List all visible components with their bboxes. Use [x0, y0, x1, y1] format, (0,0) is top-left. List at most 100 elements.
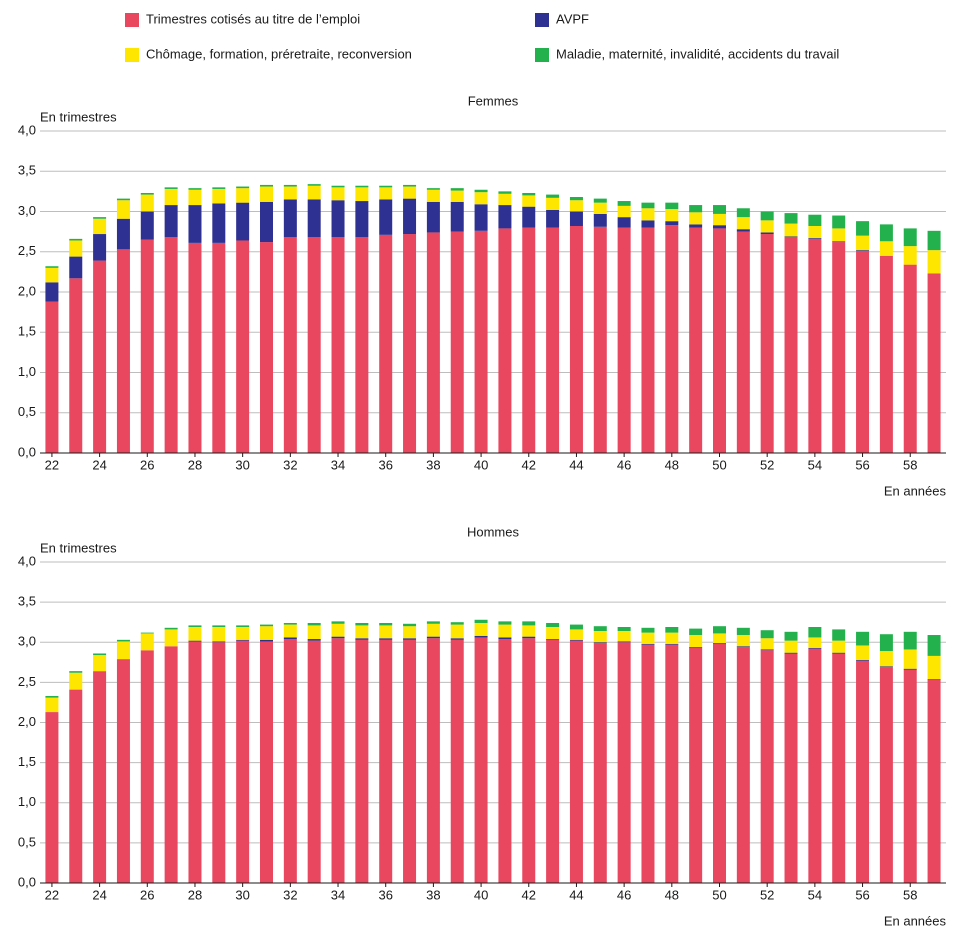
bar-segment: [522, 621, 536, 626]
bar-segment: [403, 186, 417, 199]
bar-segment: [450, 201, 464, 232]
bar-segment: [713, 205, 726, 214]
bar-segment: [546, 197, 560, 210]
bar-segment: [283, 622, 297, 625]
bar-segment: [260, 242, 273, 453]
bar-segment: [784, 631, 798, 641]
bar-segment: [760, 649, 774, 651]
bar-segment: [760, 630, 774, 639]
bar-segment: [713, 228, 726, 453]
bar-segment: [69, 256, 83, 279]
x-tick-label: 22: [45, 887, 59, 902]
bar-segment: [546, 627, 560, 640]
bar-segment: [450, 231, 464, 453]
bar-segment: [69, 278, 83, 453]
bar-segment: [522, 636, 536, 639]
bar-segment: [426, 201, 440, 233]
bar-segment: [689, 628, 703, 636]
bar-segment: [260, 641, 273, 883]
bar-segment: [307, 184, 321, 186]
bar-segment: [736, 208, 750, 218]
bar-segment: [426, 638, 440, 883]
bar-segment: [617, 642, 631, 883]
bar-segment: [498, 228, 512, 453]
x-tick-label: 26: [140, 457, 154, 472]
bar-segment: [450, 639, 464, 883]
bar-segment: [641, 220, 655, 228]
bar-segment: [856, 645, 870, 660]
y-tick-label: 2,5: [18, 674, 36, 689]
bar-segment: [45, 696, 59, 698]
bar-segment: [403, 639, 417, 883]
y-tick-label: 0,5: [18, 404, 36, 419]
bar-segment: [450, 624, 464, 639]
bar-segment: [498, 621, 512, 625]
bar-segment: [665, 632, 679, 644]
bar-segment: [522, 625, 536, 637]
x-tick-label: 46: [617, 457, 631, 472]
bar-segment: [307, 199, 321, 238]
bar-segment: [331, 185, 345, 188]
bar-segment: [713, 633, 726, 644]
bar-segment: [403, 184, 417, 187]
bar-segment: [665, 627, 679, 633]
y-axis-label: En trimestres: [40, 540, 117, 555]
bar-segment: [260, 184, 273, 187]
x-tick-label: 54: [808, 887, 822, 902]
bar-segment: [379, 639, 393, 883]
bar-segment: [569, 624, 583, 630]
y-tick-label: 1,0: [18, 794, 36, 809]
bar-segment: [641, 227, 655, 453]
bar-segment: [403, 234, 417, 453]
x-tick-label: 38: [426, 457, 440, 472]
x-tick-label: 42: [522, 457, 536, 472]
bar-segment: [784, 653, 798, 883]
bar-segment: [307, 185, 321, 200]
bar-segment: [164, 188, 178, 206]
x-tick-label: 58: [903, 457, 917, 472]
bar-segment: [713, 225, 726, 229]
bar-segment: [331, 636, 345, 639]
bar-segment: [355, 625, 369, 639]
bar-segment: [856, 235, 870, 251]
bar-segment: [569, 629, 583, 640]
x-tick-label: 56: [855, 887, 869, 902]
x-tick-label: 36: [378, 887, 392, 902]
bar-segment: [116, 218, 130, 250]
bar-segment: [546, 622, 560, 628]
legend-swatch: [125, 48, 139, 62]
y-tick-label: 0,5: [18, 834, 36, 849]
bar-segment: [45, 712, 59, 883]
bar-segment: [474, 619, 488, 623]
bar-segment: [569, 639, 583, 641]
x-tick-label: 40: [474, 887, 488, 902]
bar-segment: [474, 622, 488, 636]
bar-segment: [474, 192, 488, 205]
bar-segment: [689, 212, 703, 225]
bar-segment: [188, 205, 202, 243]
bar-segment: [832, 652, 846, 654]
bar-segment: [283, 199, 297, 238]
y-tick-label: 4,0: [18, 122, 36, 137]
bar-segment: [784, 237, 798, 453]
bar-segment: [808, 647, 822, 649]
bar-segment: [450, 638, 464, 640]
bar-segment: [260, 626, 273, 640]
bar-segment: [331, 621, 345, 624]
bar-segment: [760, 650, 774, 883]
bar-segment: [260, 624, 273, 627]
x-tick-label: 52: [760, 887, 774, 902]
bar-segment: [355, 237, 369, 453]
legend-label: Trimestres cotisés au titre de l’emploi: [146, 11, 360, 26]
x-tick-label: 34: [331, 887, 345, 902]
bar-segment: [808, 238, 822, 239]
bar-segment: [164, 237, 178, 453]
bar-segment: [808, 214, 822, 226]
bar-segment: [713, 643, 726, 644]
bar-segment: [474, 204, 488, 231]
bar-segment: [569, 225, 583, 453]
legend-swatch: [125, 13, 139, 27]
bar-segment: [212, 625, 226, 628]
bar-segment: [140, 211, 154, 240]
